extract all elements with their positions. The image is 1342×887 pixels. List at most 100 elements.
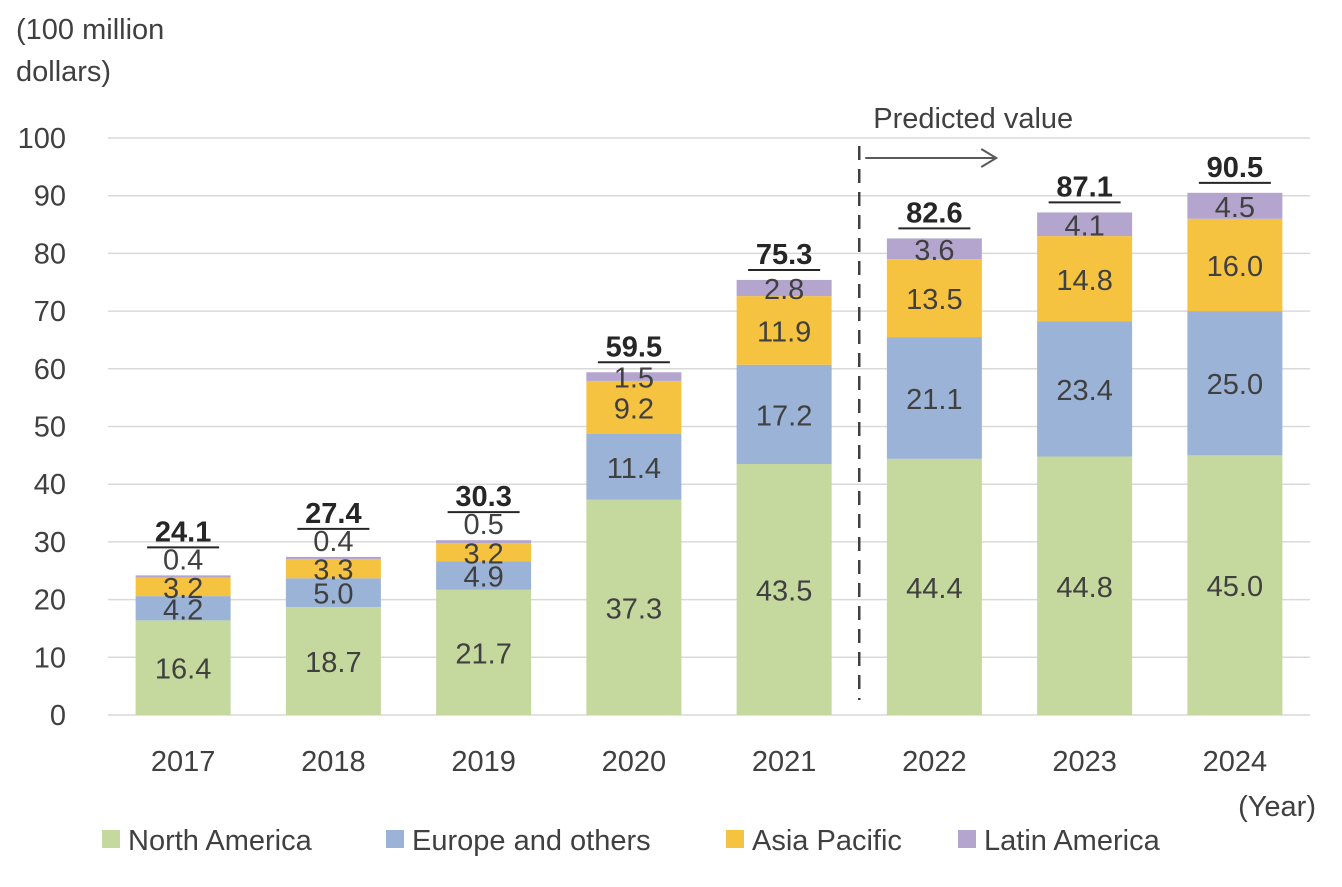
legend-label: North America: [128, 825, 313, 857]
segment-label: 4.9: [463, 562, 503, 594]
x-tick-label: 2018: [301, 746, 366, 778]
y-tick-label: 40: [34, 469, 66, 501]
segment-label: 9.2: [614, 393, 654, 425]
segment-label: 3.2: [463, 538, 503, 570]
total-label: 59.5: [606, 331, 662, 363]
segment-label: 0.5: [463, 509, 503, 541]
bar-segment: [886, 458, 982, 715]
total-label: 82.6: [906, 197, 962, 229]
y-tick-label: 60: [34, 354, 66, 386]
segment-label: 0.4: [313, 526, 353, 558]
bar-segment: [135, 620, 231, 715]
y-tick-label: 0: [50, 700, 66, 732]
total-label: 30.3: [455, 481, 511, 513]
legend-swatch: [386, 830, 404, 848]
segment-label: 11.9: [757, 316, 811, 348]
x-tick-label: 2021: [752, 746, 817, 778]
segment-label: 13.5: [906, 284, 962, 316]
bar-segment: [436, 540, 532, 544]
total-label: 90.5: [1207, 152, 1263, 184]
bars: [135, 192, 1283, 715]
segment-label: 11.4: [607, 453, 661, 485]
bar-segment: [1037, 236, 1133, 322]
bar-segment: [886, 337, 982, 459]
segment-label: 2.8: [764, 274, 804, 306]
segment-label: 5.0: [313, 579, 353, 611]
segment-label: 25.0: [1207, 369, 1263, 401]
segment-label: 17.2: [756, 400, 812, 432]
segment-label: 4.5: [1215, 192, 1255, 224]
x-tick-label: 2024: [1203, 746, 1268, 778]
prediction-marker: Predicted value: [858, 103, 1073, 700]
legend-swatch: [726, 830, 744, 848]
legend-label: Latin America: [984, 825, 1161, 857]
x-axis-unit-label: (Year): [1238, 791, 1316, 823]
segment-label: 43.5: [756, 576, 812, 608]
legend-item: Latin America: [958, 825, 1161, 857]
segment-label: 4.1: [1064, 210, 1104, 242]
bar-segment: [736, 279, 832, 297]
y-axis-tick-labels: 0 10 20 30 40 50 60 70 80 90 100: [18, 123, 66, 732]
segment-label: 0.4: [163, 544, 203, 576]
bar-segment: [1187, 311, 1283, 456]
segment-label: 3.6: [914, 235, 954, 267]
predicted-arrow-head: [980, 148, 999, 168]
y-tick-label: 30: [34, 527, 66, 559]
segment-label: 3.2: [163, 573, 203, 605]
bar-segment: [135, 577, 231, 597]
segment-data-labels: 16.44.23.20.418.75.03.30.421.74.93.20.53…: [155, 192, 1263, 686]
x-tick-label: 2022: [902, 746, 967, 778]
total-label: 87.1: [1056, 171, 1112, 203]
segment-label: 21.7: [455, 638, 511, 670]
x-tick-label: 2020: [602, 746, 667, 778]
bar-segment: [586, 499, 682, 715]
bar-segment: [736, 364, 832, 465]
bar-segment: [1187, 218, 1283, 312]
bar-segment: [586, 380, 682, 435]
x-tick-label: 2019: [451, 746, 516, 778]
segment-label: 44.4: [906, 573, 962, 605]
segment-label: 3.3: [313, 555, 353, 587]
bar-segment: [135, 575, 231, 578]
bar-segment: [285, 559, 381, 579]
bar-segment: [135, 596, 231, 621]
y-unit-label-line: (100 million: [16, 14, 164, 46]
x-axis-tick-labels: 2017 2018 2019 2020 2021 2022 2023 2024: [151, 746, 1267, 778]
segment-label: 37.3: [606, 593, 662, 625]
legend: North America Europe and others Asia Pacif…: [102, 825, 1161, 857]
y-tick-label: 10: [34, 642, 66, 674]
bar-segment: [586, 372, 682, 381]
bar-segment: [436, 589, 532, 715]
bar-segment: [1187, 455, 1283, 715]
legend-item: Asia Pacific: [726, 825, 902, 857]
y-tick-label: 70: [34, 296, 66, 328]
bar-segment: [736, 464, 832, 715]
segment-label: 18.7: [305, 647, 361, 679]
y-tick-label: 20: [34, 585, 66, 617]
y-axis-unit-label: (100 million dollars): [16, 14, 164, 88]
legend-swatch: [958, 830, 976, 848]
bar-segment: [436, 561, 532, 590]
legend-item: Europe and others: [386, 825, 651, 857]
bar-segment: [736, 296, 832, 365]
legend-item: North America: [102, 825, 313, 857]
legend-label: Europe and others: [412, 825, 651, 857]
segment-label: 45.0: [1207, 571, 1263, 603]
bar-segment: [285, 607, 381, 715]
y-unit-label-line: dollars): [16, 56, 111, 88]
segment-label: 16.4: [155, 654, 211, 686]
x-tick-label: 2017: [151, 746, 216, 778]
segment-label: 14.8: [1056, 265, 1112, 297]
total-label: 24.1: [155, 516, 211, 548]
bar-segment: [1187, 192, 1283, 219]
bar-segment: [1037, 212, 1133, 237]
bar-segment: [285, 556, 381, 560]
predicted-value-label: Predicted value: [873, 103, 1073, 135]
bar-segment: [1037, 456, 1133, 715]
segment-label: 21.1: [906, 384, 962, 416]
bar-segment: [586, 434, 682, 500]
bar-segment: [285, 578, 381, 608]
segment-label: 1.5: [614, 363, 654, 395]
